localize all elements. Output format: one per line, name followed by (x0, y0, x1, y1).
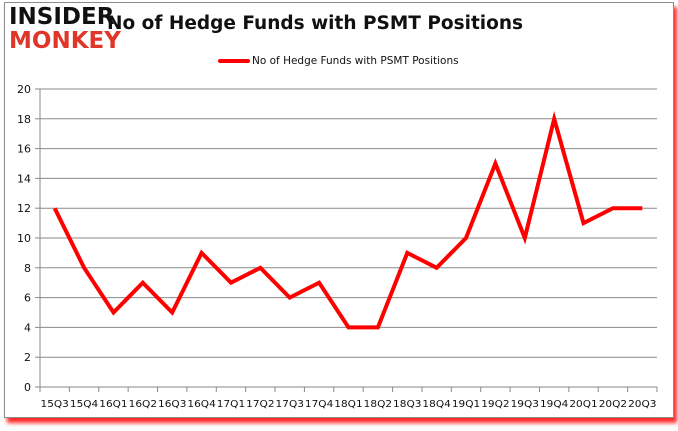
x-tick-label: 16Q2 (129, 399, 157, 410)
x-tick-label: 15Q4 (70, 399, 98, 410)
series-line (52, 110, 643, 330)
y-tick-label: 0 (24, 381, 31, 394)
legend-label: No of Hedge Funds with PSMT Positions (252, 55, 459, 67)
y-tick-label: 18 (17, 113, 31, 126)
y-tick-label: 10 (17, 232, 31, 245)
y-tick-label: 16 (17, 143, 31, 156)
y-tick-label: 4 (24, 321, 31, 334)
y-tick-label: 14 (17, 172, 31, 185)
logo-line-monkey: MONKEY (9, 28, 121, 54)
y-tick-label: 8 (24, 262, 31, 275)
gridlines (40, 88, 657, 358)
x-tick-label: 18Q2 (364, 399, 392, 410)
y-tick-label: 6 (24, 292, 31, 305)
x-tick-label: 15Q3 (41, 399, 69, 410)
legend-line-swatch-icon (218, 59, 250, 63)
x-tick-label: 20Q3 (628, 399, 656, 410)
x-tick-label: 17Q1 (217, 399, 245, 410)
x-tick-label: 20Q1 (569, 399, 597, 410)
chart-legend: No of Hedge Funds with PSMT Positions (218, 55, 459, 67)
y-tick-label: 20 (17, 83, 31, 96)
chart-title: No of Hedge Funds with PSMT Positions (107, 13, 524, 34)
x-tick-label: 17Q2 (246, 399, 274, 410)
x-tick-label: 19Q2 (481, 399, 509, 410)
x-tick-label: 18Q3 (393, 399, 421, 410)
x-tick-label: 16Q4 (187, 399, 215, 410)
x-tick-label: 17Q4 (305, 399, 333, 410)
x-tick-label: 19Q1 (452, 399, 480, 410)
x-tick-label: 18Q1 (334, 399, 362, 410)
x-tick-label: 16Q3 (158, 399, 186, 410)
x-tick-label: 20Q2 (599, 399, 627, 410)
x-tick-label: 19Q4 (540, 399, 568, 410)
x-tick-label: 19Q3 (511, 399, 539, 410)
x-axis: 15Q3 15Q4 16Q1 16Q2 16Q3 16Q4 17Q1 17Q2 17Q3 17Q4… (39, 386, 658, 410)
chart-frame (4, 2, 674, 418)
y-axis: 0 2 4 6 8 10 12 14 16 18 20 (17, 83, 41, 394)
logo-line-insider: INSIDER (9, 4, 115, 30)
y-tick-label: 12 (17, 202, 31, 215)
x-tick-label: 18Q4 (422, 399, 450, 410)
insider-monkey-logo: INSIDER MONKEY (9, 6, 121, 53)
y-tick-label: 2 (24, 351, 31, 364)
x-tick-label: 17Q3 (276, 399, 304, 410)
x-tick-label: 16Q1 (99, 399, 127, 410)
